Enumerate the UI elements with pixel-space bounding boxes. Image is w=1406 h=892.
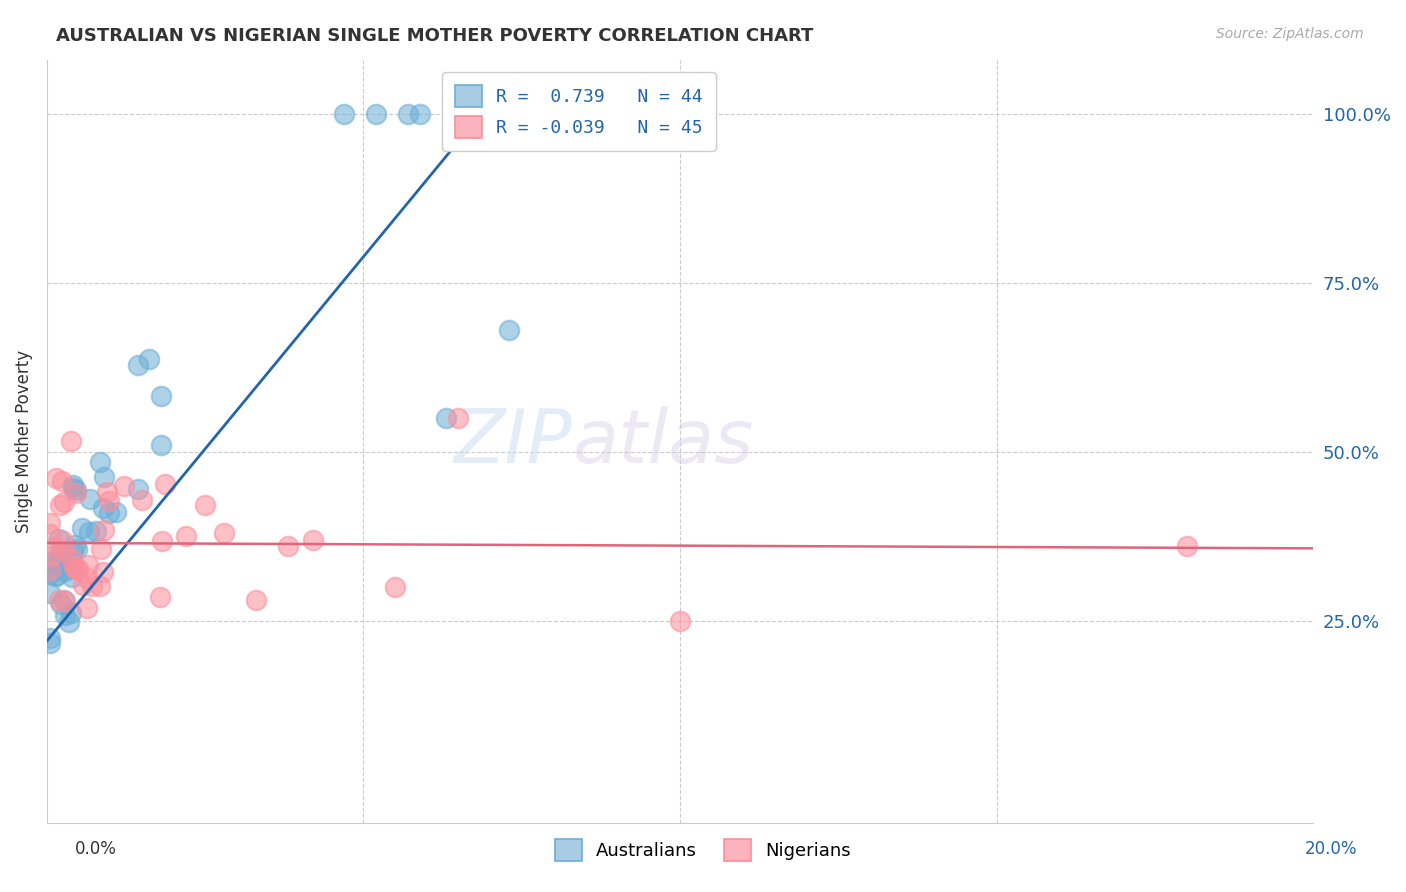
Point <box>79 491 101 506</box>
Point <box>93 469 115 483</box>
Point <box>55 593 77 607</box>
Point <box>45 569 67 583</box>
Point <box>60 570 83 584</box>
Point <box>39 586 62 600</box>
Point <box>127 483 149 497</box>
Point <box>53 565 76 579</box>
Point <box>669 614 692 628</box>
Point <box>66 562 89 576</box>
Point <box>72 577 94 591</box>
Point <box>384 580 406 594</box>
Point <box>39 566 62 581</box>
Point <box>447 410 470 425</box>
Point <box>39 516 62 531</box>
Point <box>39 631 62 645</box>
Point <box>39 636 62 650</box>
Point <box>409 106 432 120</box>
Point <box>93 565 115 579</box>
Point <box>41 554 63 568</box>
Point <box>149 389 172 403</box>
Point <box>76 571 98 585</box>
Text: 20.0%: 20.0% <box>1305 840 1358 858</box>
Point <box>70 521 93 535</box>
Point <box>150 534 173 549</box>
Point <box>98 494 121 508</box>
Point <box>434 410 457 425</box>
Point <box>396 106 419 120</box>
Point <box>62 482 84 496</box>
Point <box>65 483 87 498</box>
Text: Source: ZipAtlas.com: Source: ZipAtlas.com <box>1216 27 1364 41</box>
Point <box>45 556 67 570</box>
Point <box>212 525 235 540</box>
Point <box>63 538 86 552</box>
Point <box>52 533 75 548</box>
Point <box>48 498 70 512</box>
Point <box>41 549 63 564</box>
Point <box>138 352 160 367</box>
Point <box>96 485 118 500</box>
Point <box>53 592 76 607</box>
Point <box>82 579 104 593</box>
Point <box>131 493 153 508</box>
Point <box>52 494 75 508</box>
Point <box>42 540 65 554</box>
Point <box>62 478 84 492</box>
Point <box>48 593 70 607</box>
Point <box>60 551 83 566</box>
Point <box>59 561 82 575</box>
Point <box>63 560 86 574</box>
Text: AUSTRALIAN VS NIGERIAN SINGLE MOTHER POVERTY CORRELATION CHART: AUSTRALIAN VS NIGERIAN SINGLE MOTHER POV… <box>56 27 814 45</box>
Point <box>77 558 100 573</box>
Point <box>65 562 87 576</box>
Point <box>127 358 149 372</box>
Point <box>105 505 128 519</box>
Point <box>65 486 87 500</box>
Text: atlas: atlas <box>572 406 754 477</box>
Point <box>90 541 112 556</box>
Point <box>62 543 84 558</box>
Point <box>51 474 73 488</box>
Point <box>53 608 76 623</box>
Point <box>76 601 98 615</box>
Point <box>77 524 100 539</box>
Legend: Australians, Nigerians: Australians, Nigerians <box>543 827 863 874</box>
Point <box>112 478 135 492</box>
Point <box>91 500 114 515</box>
Point <box>149 591 172 605</box>
Point <box>49 546 72 560</box>
Point <box>176 529 198 543</box>
Point <box>48 533 70 547</box>
Point <box>498 323 520 337</box>
Point <box>51 597 73 611</box>
Point <box>39 527 62 541</box>
Point <box>84 524 107 538</box>
Point <box>1175 539 1198 553</box>
Point <box>39 563 62 577</box>
Point <box>276 539 298 553</box>
Y-axis label: Single Mother Poverty: Single Mother Poverty <box>15 350 32 533</box>
Point <box>44 471 66 485</box>
Point <box>153 477 176 491</box>
Point <box>59 434 82 449</box>
Point <box>53 543 76 558</box>
Point <box>45 568 67 582</box>
Text: 0.0%: 0.0% <box>75 840 117 858</box>
Point <box>93 524 115 538</box>
Legend: R =  0.739   N = 44, R = -0.039   N = 45: R = 0.739 N = 44, R = -0.039 N = 45 <box>441 72 716 151</box>
Point <box>149 438 172 452</box>
Point <box>366 106 388 120</box>
Point <box>89 579 111 593</box>
Point <box>194 498 217 512</box>
Point <box>301 533 323 547</box>
Point <box>66 541 89 556</box>
Point <box>333 106 356 120</box>
Point <box>59 606 82 620</box>
Text: ZIP: ZIP <box>454 406 572 477</box>
Point <box>89 455 111 469</box>
Point <box>245 593 267 607</box>
Point <box>97 506 120 520</box>
Point <box>58 615 80 629</box>
